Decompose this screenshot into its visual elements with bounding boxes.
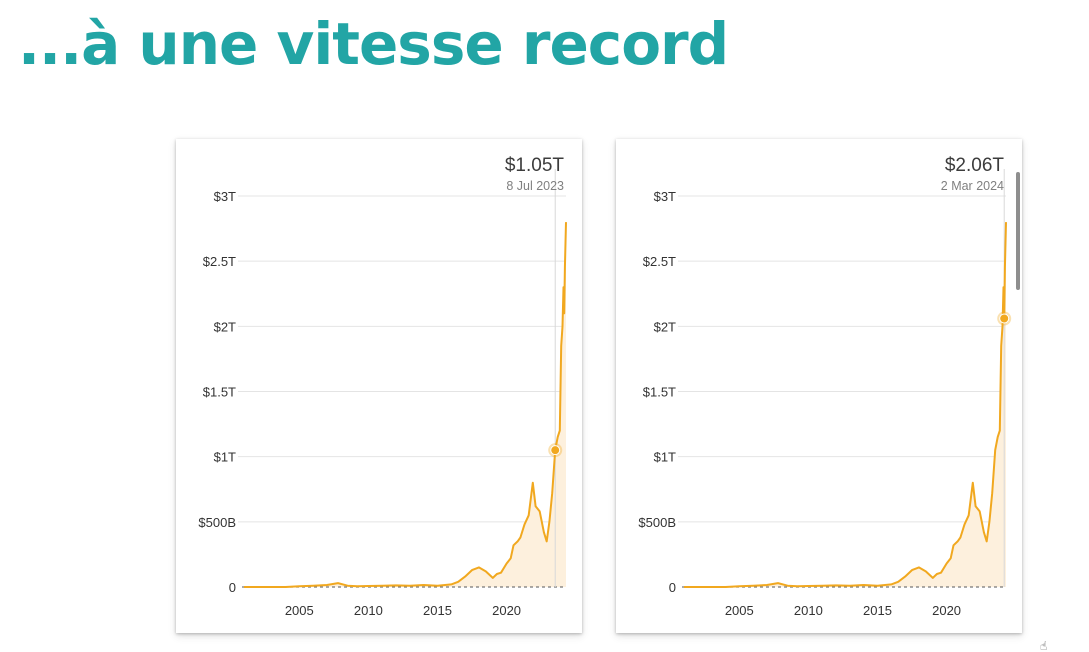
x-tick-label: 2005 — [285, 603, 314, 618]
slide-title: ...à une vitesse record — [18, 10, 729, 78]
x-tick-label: 2020 — [492, 603, 521, 618]
series-area — [244, 222, 566, 587]
y-tick-label: $1.5T — [643, 385, 676, 400]
y-tick-label: 0 — [669, 580, 676, 595]
y-tick-label: $2.5T — [643, 254, 676, 269]
x-tick-label: 2020 — [932, 603, 961, 618]
series-area — [684, 222, 1006, 587]
y-tick-label: $1T — [214, 450, 236, 465]
x-tick-label: 2005 — [725, 603, 754, 618]
y-tick-label: 0 — [229, 580, 236, 595]
series-line — [684, 222, 1007, 588]
series-line — [244, 222, 567, 588]
market-cap-chart-2[interactable]: 0 $500B $1T $1.5T $2T $2.5T $3T 2005 2010 2015 202… — [616, 139, 1022, 633]
x-tick-label: 2010 — [794, 603, 823, 618]
hover-date: 8 Jul 2023 — [506, 179, 564, 193]
market-cap-chart-card-1[interactable]: 0 $500B $1T $1.5T $2T $2.5T $3T 2005 2010 2015 202… — [176, 139, 582, 633]
x-tick-label: 2015 — [863, 603, 892, 618]
hand-pointer-icon: ☝ — [1040, 639, 1048, 652]
x-tick-label: 2015 — [423, 603, 452, 618]
y-tick-label: $500B — [638, 515, 676, 530]
y-tick-label: $2T — [654, 319, 676, 334]
y-tick-label: $1.5T — [203, 385, 236, 400]
y-tick-label: $2T — [214, 319, 236, 334]
y-tick-label: $500B — [198, 515, 236, 530]
hover-marker[interactable] — [550, 445, 561, 456]
hover-marker[interactable] — [999, 313, 1010, 324]
market-cap-chart-card-2[interactable]: 0 $500B $1T $1.5T $2T $2.5T $3T 2005 2010 2015 202… — [616, 139, 1022, 633]
hover-value: $1.05T — [505, 155, 565, 176]
y-tick-label: $3T — [654, 189, 676, 204]
hover-value: $2.06T — [945, 155, 1005, 176]
y-tick-label: $3T — [214, 189, 236, 204]
x-tick-label: 2010 — [354, 603, 383, 618]
y-tick-label: $1T — [654, 450, 676, 465]
market-cap-chart-1[interactable]: 0 $500B $1T $1.5T $2T $2.5T $3T 2005 2010 2015 202… — [176, 139, 582, 633]
scrollbar-thumb[interactable] — [1016, 172, 1020, 290]
hover-date: 2 Mar 2024 — [941, 179, 1004, 193]
y-tick-label: $2.5T — [203, 254, 236, 269]
